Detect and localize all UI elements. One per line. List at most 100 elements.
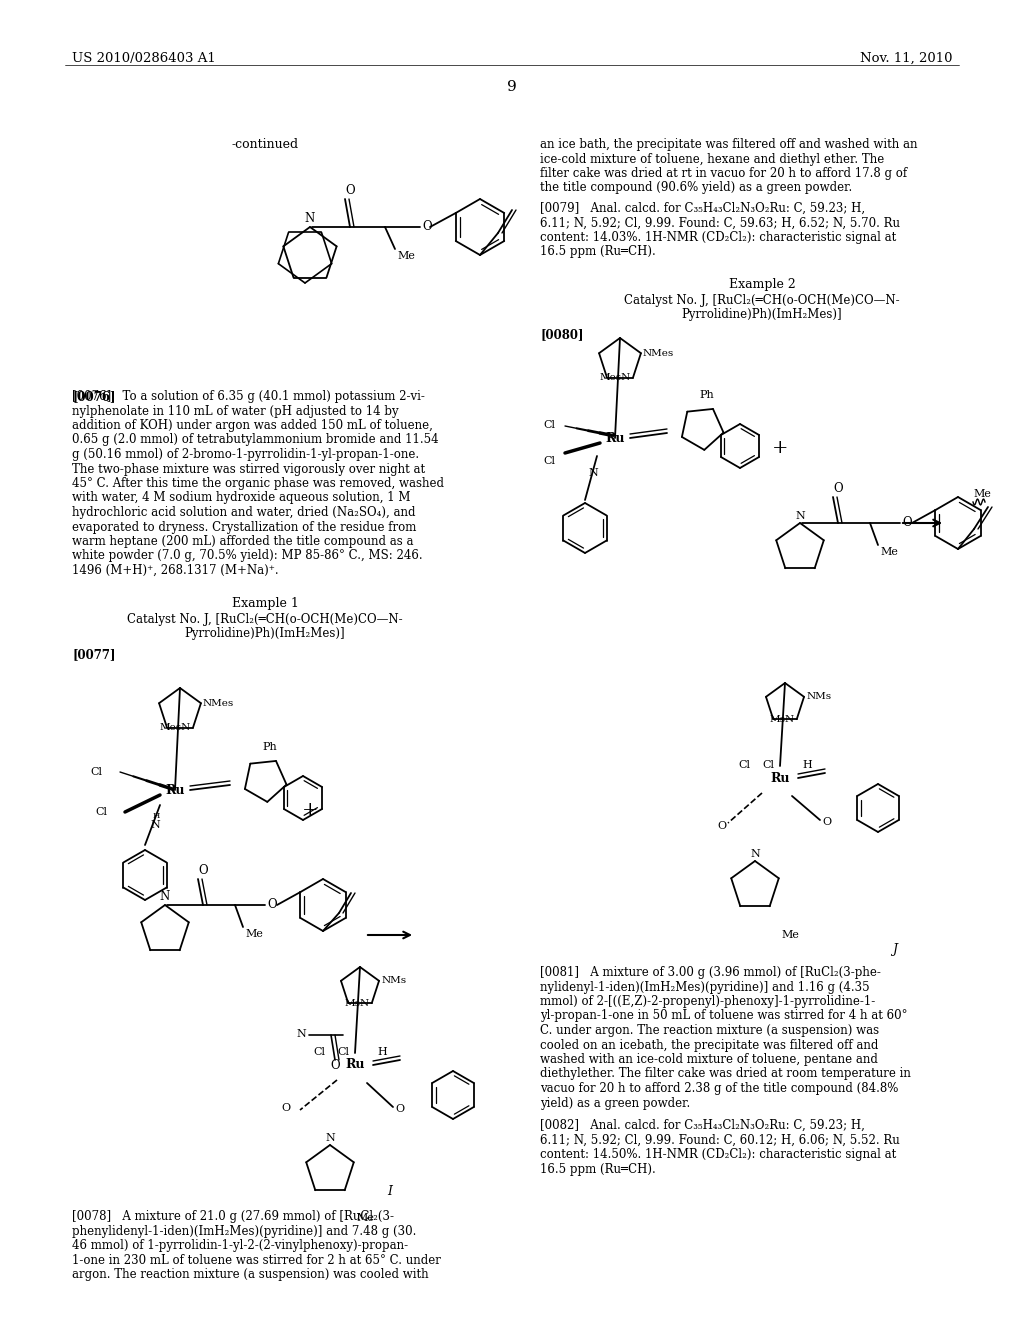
Text: content: 14.03%. 1H-NMR (CD₂Cl₂): characteristic signal at: content: 14.03%. 1H-NMR (CD₂Cl₂): charac… <box>540 231 896 244</box>
Text: The two-phase mixture was stirred vigorously over night at: The two-phase mixture was stirred vigoro… <box>72 462 425 475</box>
Text: Cl: Cl <box>543 420 555 430</box>
Text: Me: Me <box>781 931 799 940</box>
Text: O: O <box>718 821 727 832</box>
Text: Example 2: Example 2 <box>729 279 796 290</box>
Text: 16.5 ppm (Ru═CH).: 16.5 ppm (Ru═CH). <box>540 246 655 259</box>
Text: yl-propan-1-one in 50 mL of toluene was stirred for 4 h at 60°: yl-propan-1-one in 50 mL of toluene was … <box>540 1010 907 1023</box>
Text: O: O <box>902 516 911 529</box>
Text: 0.65 g (2.0 mmol) of tetrabutylammonium bromide and 11.54: 0.65 g (2.0 mmol) of tetrabutylammonium … <box>72 433 438 446</box>
Text: MsN: MsN <box>770 714 795 723</box>
Text: Example 1: Example 1 <box>231 597 298 610</box>
Text: Ru: Ru <box>165 784 184 796</box>
Text: MesN: MesN <box>160 723 190 733</box>
Text: Me: Me <box>973 488 991 499</box>
Text: washed with an ice-cold mixture of toluene, pentane and: washed with an ice-cold mixture of tolue… <box>540 1053 878 1067</box>
Text: MsN: MsN <box>345 999 370 1007</box>
Text: Pyrrolidine)Ph)(ImH₂Mes)]: Pyrrolidine)Ph)(ImH₂Mes)] <box>682 308 843 321</box>
Text: mmol) of 2-[((E,Z)-2-propenyl)-phenoxy]-1-pyrrolidine-1-: mmol) of 2-[((E,Z)-2-propenyl)-phenoxy]-… <box>540 995 876 1008</box>
Text: an ice bath, the precipitate was filtered off and washed with an: an ice bath, the precipitate was filtere… <box>540 139 918 150</box>
Text: Cl: Cl <box>738 760 750 770</box>
Text: [0078]   A mixture of 21.0 g (27.69 mmol) of [RuCl₂(3-: [0078] A mixture of 21.0 g (27.69 mmol) … <box>72 1210 394 1224</box>
Text: Cl: Cl <box>95 807 106 817</box>
Text: I: I <box>387 1185 392 1199</box>
Text: +: + <box>772 440 788 457</box>
Text: N: N <box>305 213 315 224</box>
Text: argon. The reaction mixture (a suspension) was cooled with: argon. The reaction mixture (a suspensio… <box>72 1269 429 1280</box>
Text: [0079]   Anal. calcd. for C₃₅H₄₃Cl₂N₃O₂Ru: C, 59.23; H,: [0079] Anal. calcd. for C₃₅H₄₃Cl₂N₃O₂Ru:… <box>540 202 865 215</box>
Text: Cl: Cl <box>543 455 555 466</box>
Text: with water, 4 M sodium hydroxide aqueous solution, 1 M: with water, 4 M sodium hydroxide aqueous… <box>72 491 411 504</box>
Text: N: N <box>588 469 598 478</box>
Text: addition of KOH) under argon was added 150 mL of toluene,: addition of KOH) under argon was added 1… <box>72 418 433 432</box>
Text: N: N <box>296 1030 306 1039</box>
Text: H: H <box>802 760 812 770</box>
Text: O: O <box>330 1059 340 1072</box>
Text: ice-cold mixture of toluene, hexane and diethyl ether. The: ice-cold mixture of toluene, hexane and … <box>540 153 885 165</box>
Text: 1496 (M+H)⁺, 268.1317 (M+Na)⁺.: 1496 (M+H)⁺, 268.1317 (M+Na)⁺. <box>72 564 279 577</box>
Text: Catalyst No. J, [RuCl₂(═CH(o-OCH(Me)CO—N-: Catalyst No. J, [RuCl₂(═CH(o-OCH(Me)CO—N… <box>127 612 402 626</box>
Text: Ru: Ru <box>770 771 790 784</box>
Text: Cl: Cl <box>313 1047 325 1057</box>
Text: phenylidenyl-1-iden)(ImH₂Mes)(pyridine)] and 7.48 g (30.: phenylidenyl-1-iden)(ImH₂Mes)(pyridine)]… <box>72 1225 417 1238</box>
Text: nylphenolate in 110 mL of water (pH adjusted to 14 by: nylphenolate in 110 mL of water (pH adju… <box>72 404 398 417</box>
Text: O: O <box>267 899 276 912</box>
Text: J: J <box>893 942 897 956</box>
Text: Cl: Cl <box>337 1047 349 1057</box>
Text: US 2010/0286403 A1: US 2010/0286403 A1 <box>72 51 216 65</box>
Text: 45° C. After this time the organic phase was removed, washed: 45° C. After this time the organic phase… <box>72 477 444 490</box>
Text: diethylether. The filter cake was dried at room temperature in: diethylether. The filter cake was dried … <box>540 1068 911 1081</box>
Text: N: N <box>326 1133 335 1143</box>
Text: O: O <box>822 817 831 828</box>
Text: N: N <box>151 820 160 830</box>
Text: Catalyst No. J, [RuCl₂(═CH(o-OCH(Me)CO—N-: Catalyst No. J, [RuCl₂(═CH(o-OCH(Me)CO—N… <box>625 294 900 308</box>
Text: Ru: Ru <box>605 432 625 445</box>
Text: O: O <box>199 865 208 876</box>
Text: NMs: NMs <box>381 977 407 985</box>
Text: filter cake was dried at rt in vacuo for 20 h to afford 17.8 g of: filter cake was dried at rt in vacuo for… <box>540 168 907 180</box>
Text: NMes: NMes <box>203 698 234 708</box>
Text: Cl: Cl <box>90 767 102 777</box>
Text: O: O <box>422 220 432 234</box>
Text: [0077]: [0077] <box>72 648 116 661</box>
Text: NMs: NMs <box>806 692 831 701</box>
Text: Me: Me <box>356 1213 374 1224</box>
Text: C. under argon. The reaction mixture (a suspension) was: C. under argon. The reaction mixture (a … <box>540 1024 880 1038</box>
Text: H: H <box>377 1047 387 1057</box>
Text: H: H <box>153 812 161 820</box>
Text: white powder (7.0 g, 70.5% yield): MP 85-86° C., MS: 246.: white powder (7.0 g, 70.5% yield): MP 85… <box>72 549 423 562</box>
Text: vacuo for 20 h to afford 2.38 g of the title compound (84.8%: vacuo for 20 h to afford 2.38 g of the t… <box>540 1082 898 1096</box>
Text: Pyrrolidine)Ph)(ImH₂Mes)]: Pyrrolidine)Ph)(ImH₂Mes)] <box>184 627 345 639</box>
Text: +: + <box>302 801 318 818</box>
Text: 6.11; N, 5.92; Cl, 9.99. Found: C, 60.12; H, 6.06; N, 5.52. Ru: 6.11; N, 5.92; Cl, 9.99. Found: C, 60.12… <box>540 1134 900 1147</box>
Text: Ph: Ph <box>262 742 278 752</box>
Text: 16.5 ppm (Ru═CH).: 16.5 ppm (Ru═CH). <box>540 1163 655 1176</box>
Text: [0082]   Anal. calcd. for C₃₅H₄₃Cl₂N₃O₂Ru: C, 59.23; H,: [0082] Anal. calcd. for C₃₅H₄₃Cl₂N₃O₂Ru:… <box>540 1119 865 1133</box>
Text: [0076]: [0076] <box>72 389 116 403</box>
Text: [0081]   A mixture of 3.00 g (3.96 mmol) of [RuCl₂(3-phe-: [0081] A mixture of 3.00 g (3.96 mmol) o… <box>540 966 881 979</box>
Text: O: O <box>395 1104 404 1114</box>
Text: hydrochloric acid solution and water, dried (Na₂SO₄), and: hydrochloric acid solution and water, dr… <box>72 506 416 519</box>
Text: 46 mmol) of 1-pyrrolidin-1-yl-2-(2-vinylphenoxy)-propan-: 46 mmol) of 1-pyrrolidin-1-yl-2-(2-vinyl… <box>72 1239 409 1251</box>
Text: N: N <box>751 849 760 859</box>
Text: Nov. 11, 2010: Nov. 11, 2010 <box>859 51 952 65</box>
Text: 1-one in 230 mL of toluene was stirred for 2 h at 65° C. under: 1-one in 230 mL of toluene was stirred f… <box>72 1254 441 1266</box>
Text: Ph: Ph <box>699 389 715 400</box>
Text: -continued: -continued <box>231 139 299 150</box>
Text: [0076]   To a solution of 6.35 g (40.1 mmol) potassium 2-vi-: [0076] To a solution of 6.35 g (40.1 mmo… <box>72 389 425 403</box>
Text: warm heptane (200 mL) afforded the title compound as a: warm heptane (200 mL) afforded the title… <box>72 535 414 548</box>
Text: 6.11; N, 5.92; Cl, 9.99. Found: C, 59.63; H, 6.52; N, 5.70. Ru: 6.11; N, 5.92; Cl, 9.99. Found: C, 59.63… <box>540 216 900 230</box>
Text: nylidenyl-1-iden)(ImH₂Mes)(pyridine)] and 1.16 g (4.35: nylidenyl-1-iden)(ImH₂Mes)(pyridine)] an… <box>540 981 869 994</box>
Text: 9: 9 <box>507 81 517 94</box>
Text: O: O <box>281 1104 290 1113</box>
Text: content: 14.50%. 1H-NMR (CD₂Cl₂): characteristic signal at: content: 14.50%. 1H-NMR (CD₂Cl₂): charac… <box>540 1148 896 1162</box>
Text: [0080]: [0080] <box>540 327 584 341</box>
Text: the title compound (90.6% yield) as a green powder.: the title compound (90.6% yield) as a gr… <box>540 181 852 194</box>
Text: Ru: Ru <box>345 1059 365 1072</box>
Text: Cl: Cl <box>762 760 774 770</box>
Text: cooled on an icebath, the precipitate was filtered off and: cooled on an icebath, the precipitate wa… <box>540 1039 879 1052</box>
Text: Me: Me <box>245 929 263 939</box>
Text: yield) as a green powder.: yield) as a green powder. <box>540 1097 690 1110</box>
Text: O: O <box>345 183 354 197</box>
Text: NMes: NMes <box>643 348 674 358</box>
Text: evaporated to dryness. Crystallization of the residue from: evaporated to dryness. Crystallization o… <box>72 520 417 533</box>
